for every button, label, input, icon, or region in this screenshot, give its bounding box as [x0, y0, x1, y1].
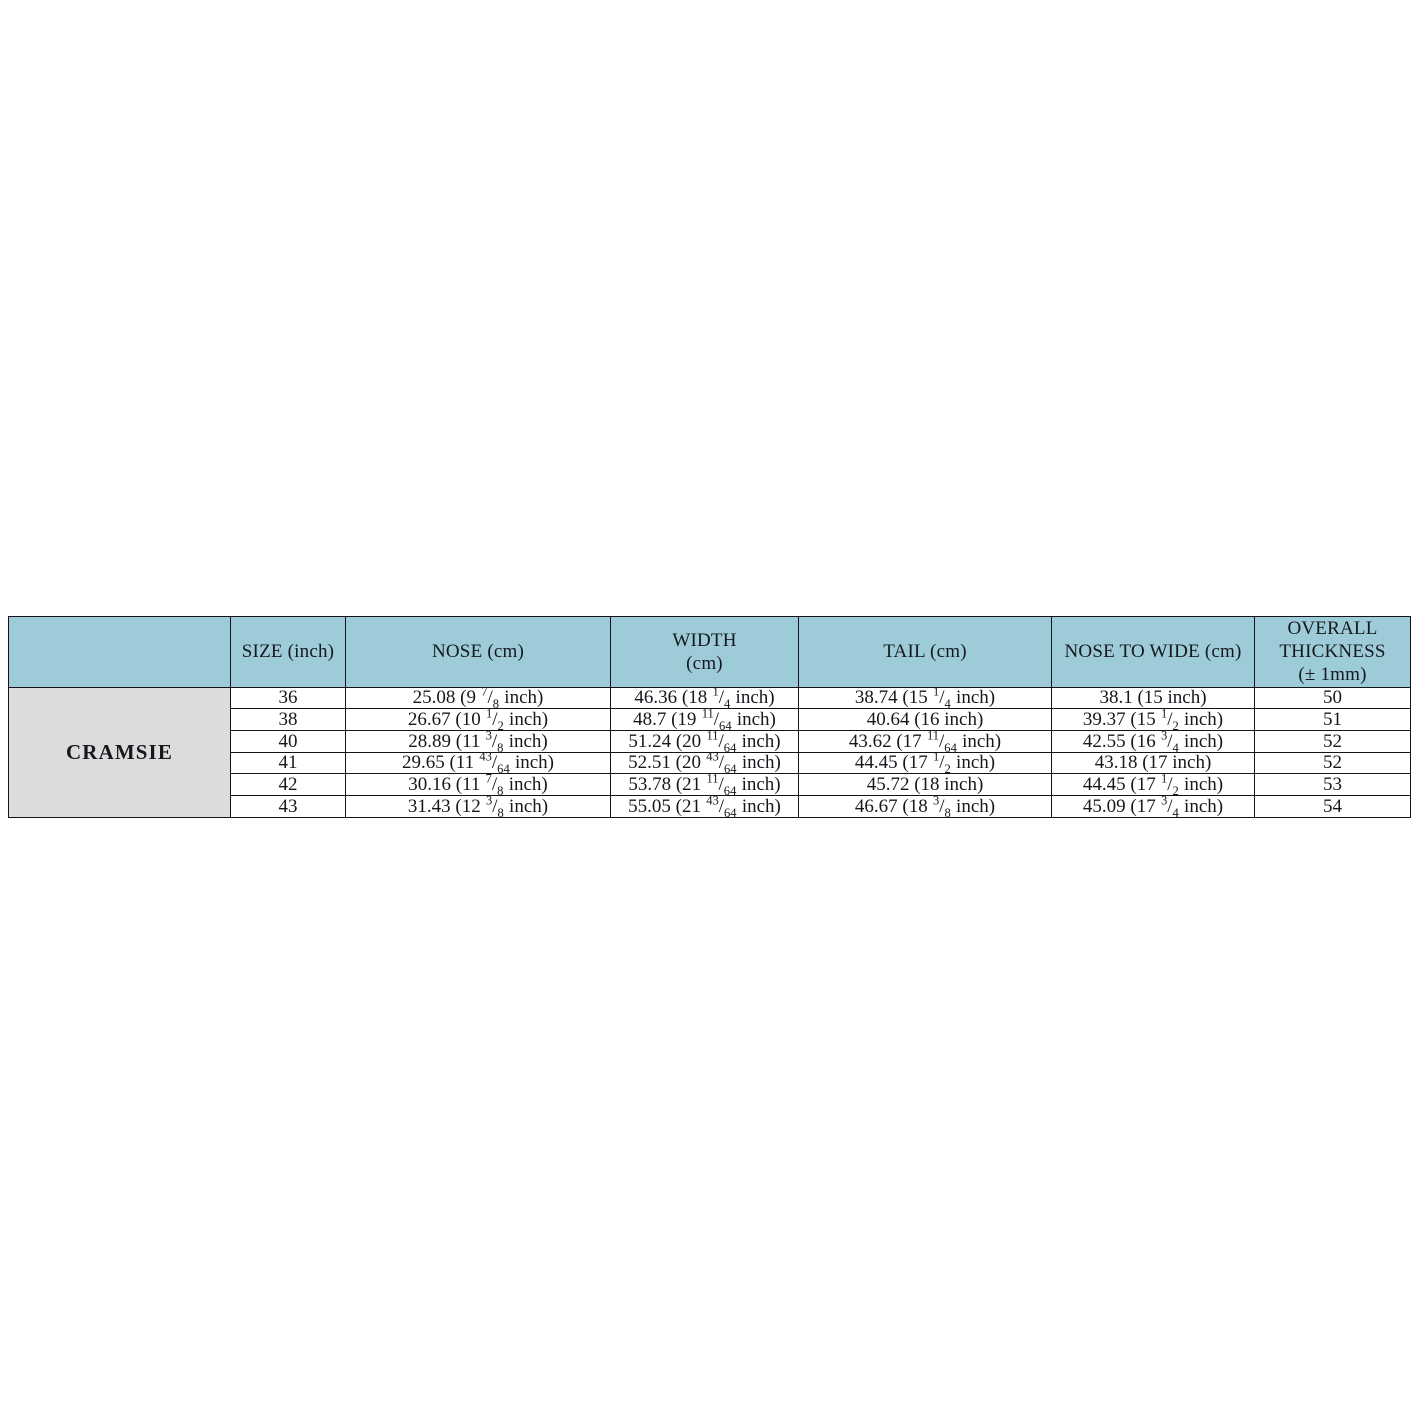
table-header: SIZE (inch) NOSE (cm) WIDTH (cm) TAIL (c… — [8, 616, 1411, 688]
cell-tail: 38.74 (15 1/4 inch) — [798, 685, 1052, 712]
column-header-nose: NOSE (cm) — [345, 616, 611, 688]
column-header-thickness-line1: OVERALL — [1287, 618, 1378, 639]
cell-width: 48.7 (19 11/64 inch) — [610, 706, 799, 733]
fraction: 43/64 — [479, 750, 510, 777]
table-body: CRAMSIE 36 25.08 (9 7/8 inch) 46.36 (18 1/4… — [8, 685, 1411, 820]
cell-overall-thickness: 52 — [1254, 729, 1411, 753]
cell-size: 38 — [230, 708, 346, 731]
fraction: 11/64 — [926, 728, 957, 755]
cell-overall-thickness: 50 — [1254, 686, 1411, 710]
brand-cell: CRAMSIE — [8, 686, 231, 818]
column-header-width: WIDTH (cm) — [610, 616, 799, 688]
cell-width: 52.51 (20 43/64 inch) — [610, 750, 799, 777]
fraction: 1/2 — [1160, 706, 1179, 733]
cell-tail: 43.62 (17 11/64 inch) — [798, 728, 1052, 755]
column-header-tail: TAIL (cm) — [798, 616, 1052, 688]
column-header-width-line2: (cm) — [686, 652, 723, 674]
cell-width: 51.24 (20 11/64 inch) — [610, 728, 799, 755]
cell-nose: 31.43 (12 3/8 inch) — [345, 793, 611, 820]
column-header-thickness-line2: THICKNESS — [1279, 641, 1386, 663]
column-header-overall-thickness: OVERALL THICKNESS (± 1mm) — [1254, 616, 1411, 688]
column-header-brand — [8, 616, 231, 688]
cell-nose-to-wide: 42.55 (16 3/4 inch) — [1051, 728, 1255, 755]
cell-nose-to-wide: 39.37 (15 1/2 inch) — [1051, 706, 1255, 733]
cell-width: 55.05 (21 43/64 inch) — [610, 793, 799, 820]
cell-nose: 25.08 (9 7/8 inch) — [345, 685, 611, 712]
fraction: 1/4 — [712, 685, 731, 712]
cell-tail: 40.64 (16 inch) — [798, 708, 1052, 731]
cell-size: 36 — [230, 686, 346, 710]
fraction: 1/2 — [485, 706, 504, 733]
fraction: 3/4 — [1160, 793, 1179, 820]
cell-tail: 46.67 (18 3/8 inch) — [798, 793, 1052, 820]
cell-nose-to-wide: 44.45 (17 1/2 inch) — [1051, 771, 1255, 798]
column-header-nose-to-wide: NOSE TO WIDE (cm) — [1051, 616, 1255, 688]
fraction: 11/64 — [701, 706, 732, 733]
size-chart-table: SIZE (inch) NOSE (cm) WIDTH (cm) TAIL (c… — [8, 616, 1411, 820]
cell-nose: 30.16 (11 7/8 inch) — [345, 771, 611, 798]
cell-overall-thickness: 52 — [1254, 751, 1411, 775]
fraction: 43/64 — [706, 793, 737, 820]
cell-nose: 29.65 (11 43/64 inch) — [345, 750, 611, 777]
cell-nose-to-wide: 43.18 (17 inch) — [1051, 751, 1255, 775]
fraction: 7/8 — [485, 771, 504, 798]
cell-tail: 45.72 (18 inch) — [798, 773, 1052, 796]
table-row: CRAMSIE 36 25.08 (9 7/8 inch) 46.36 (18 1/4… — [8, 685, 1411, 818]
table-row: 38 26.67 (10 1/2 inch) 48.7 (19 11/64 inch… — [9, 706, 1411, 733]
cell-overall-thickness: 51 — [1254, 708, 1411, 731]
fraction: 11/64 — [706, 771, 737, 798]
fraction: 43/64 — [706, 750, 737, 777]
cell-width: 53.78 (21 11/64 inch) — [610, 771, 799, 798]
size-chart-container: SIZE (inch) NOSE (cm) WIDTH (cm) TAIL (c… — [8, 616, 1411, 820]
table-row: 43 31.43 (12 3/8 inch) 55.05 (21 43/64 inc… — [9, 793, 1411, 820]
table-row: 42 30.16 (11 7/8 inch) 53.78 (21 11/64 inc… — [9, 771, 1411, 798]
cell-nose-to-wide: 38.1 (15 inch) — [1051, 686, 1255, 710]
cell-overall-thickness: 54 — [1254, 794, 1411, 818]
table-row: 41 29.65 (11 43/64 inch) 52.51 (20 43/64 i… — [9, 750, 1411, 777]
fraction: 7/8 — [481, 685, 500, 712]
column-header-size: SIZE (inch) — [230, 616, 346, 688]
cell-size: 41 — [230, 751, 346, 775]
cell-tail: 44.45 (17 1/2 inch) — [798, 750, 1052, 777]
cell-nose: 26.67 (10 1/2 inch) — [345, 706, 611, 733]
fraction: 3/4 — [1160, 728, 1179, 755]
column-header-thickness-line3: (± 1mm) — [1298, 664, 1367, 686]
cell-size: 43 — [230, 794, 346, 818]
cell-size: 40 — [230, 729, 346, 753]
header-row: SIZE (inch) NOSE (cm) WIDTH (cm) TAIL (c… — [8, 616, 1411, 688]
fraction: 3/8 — [485, 793, 504, 820]
fraction: 1/2 — [1160, 771, 1179, 798]
table-row: 40 28.89 (11 3/8 inch) 51.24 (20 11/64 inc… — [9, 728, 1411, 755]
fraction: 11/64 — [706, 728, 737, 755]
fraction: 3/8 — [932, 793, 951, 820]
cell-overall-thickness: 53 — [1254, 773, 1411, 796]
column-header-width-line1: WIDTH — [672, 629, 737, 651]
cell-size: 42 — [230, 773, 346, 796]
fraction: 3/8 — [485, 728, 504, 755]
cell-nose: 28.89 (11 3/8 inch) — [345, 728, 611, 755]
cell-width: 46.36 (18 1/4 inch) — [610, 685, 799, 712]
fraction: 1/2 — [932, 750, 951, 777]
cell-nose-to-wide: 45.09 (17 3/4 inch) — [1051, 793, 1255, 820]
fraction: 1/4 — [932, 685, 951, 712]
